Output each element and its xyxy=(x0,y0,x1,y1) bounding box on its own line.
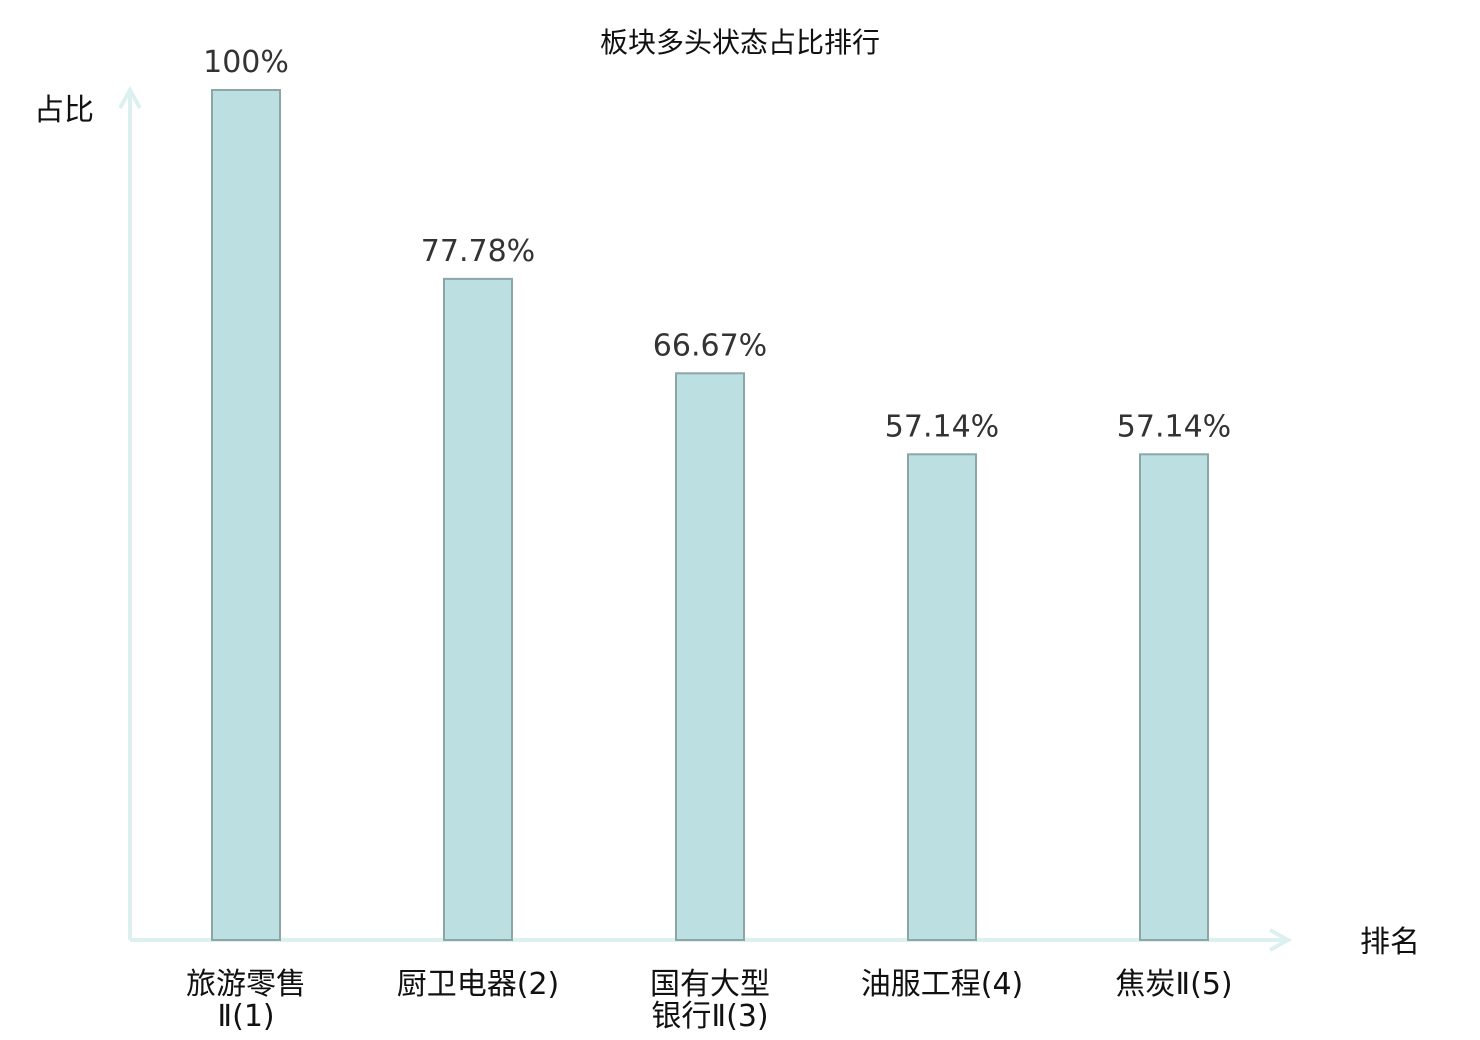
category-labels-layer: 旅游零售 Ⅱ(1) 厨卫电器(2) 国有大型银行Ⅱ(3) 油服工程(4) 焦炭Ⅱ(5) xyxy=(186,967,1233,1034)
category-label-line: 国有大型 xyxy=(650,967,770,1002)
value-label-2: 77.78% xyxy=(421,234,535,269)
category-label-2: 厨卫电器(2) xyxy=(397,967,560,1002)
bar-5 xyxy=(1139,453,1209,941)
category-label-4: 油服工程(4) xyxy=(861,967,1024,1002)
bar-4 xyxy=(907,453,977,941)
chart-title: 板块多头状态占比排行 xyxy=(600,26,880,59)
bar-1 xyxy=(211,89,281,941)
y-axis-label: 占比 xyxy=(34,93,94,128)
category-label-line: 银行Ⅱ(3) xyxy=(651,999,768,1034)
category-label-5: 焦炭Ⅱ(5) xyxy=(1115,967,1232,1002)
x-axis-label: 排名 xyxy=(1360,925,1420,960)
category-label-line: 旅游零售 xyxy=(186,967,306,1002)
category-label-3: 国有大型银行Ⅱ(3) xyxy=(650,967,770,1034)
x-axis-arrow xyxy=(1269,928,1293,952)
bar-3 xyxy=(675,372,745,941)
y-axis-arrow xyxy=(118,85,142,109)
bar-2 xyxy=(443,277,513,941)
value-label-1: 100% xyxy=(203,45,289,80)
category-label-line: 厨卫电器(2) xyxy=(397,967,560,1002)
category-label-line: 焦炭Ⅱ(5) xyxy=(1115,967,1232,1002)
category-label-1: 旅游零售 Ⅱ(1) xyxy=(186,967,306,1034)
category-label-line: 油服工程(4) xyxy=(861,967,1024,1002)
value-label-5: 57.14% xyxy=(1117,409,1231,444)
value-label-4: 57.14% xyxy=(885,409,999,444)
value-labels-layer: 100% 77.78% 66.67% 57.14% 57.14% xyxy=(203,45,1231,444)
value-label-3: 66.67% xyxy=(653,328,767,363)
category-label-line: Ⅱ(1) xyxy=(217,999,274,1034)
bars-layer xyxy=(211,89,1209,941)
